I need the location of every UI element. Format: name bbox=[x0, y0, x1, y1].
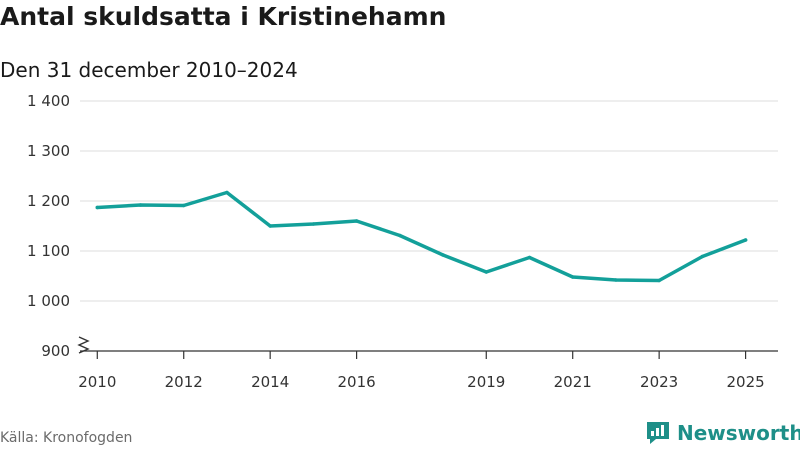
chart-subtitle: Den 31 december 2010–2024 bbox=[0, 58, 298, 82]
x-tick-label: 2019 bbox=[467, 373, 505, 391]
data-point bbox=[354, 219, 359, 223]
x-tick-label: 2021 bbox=[554, 373, 592, 391]
y-tick-label: 1 300 bbox=[27, 142, 70, 160]
source-note: Källa: Kronofogden bbox=[0, 430, 133, 446]
data-point bbox=[571, 275, 575, 279]
data-point bbox=[441, 253, 445, 257]
x-tick-label: 2014 bbox=[251, 373, 289, 391]
data-point bbox=[614, 278, 618, 282]
brand-name: Newsworthy bbox=[677, 421, 800, 445]
data-point bbox=[527, 255, 532, 260]
data-point bbox=[700, 254, 705, 259]
data-point bbox=[182, 203, 186, 208]
series-line bbox=[95, 190, 748, 283]
y-tick-label: 1 400 bbox=[27, 92, 70, 110]
x-tick-label: 2023 bbox=[640, 373, 678, 391]
x-tick-label: 2010 bbox=[78, 373, 116, 391]
x-tick-label: 2012 bbox=[165, 373, 203, 391]
data-point bbox=[138, 203, 143, 207]
data-point bbox=[95, 205, 99, 210]
x-tick-label: 2016 bbox=[338, 373, 376, 391]
data-point bbox=[743, 238, 748, 242]
brand-logo: Newsworthy bbox=[645, 420, 800, 446]
axis-break-icon bbox=[77, 336, 90, 354]
y-tick-label: 900 bbox=[41, 342, 70, 360]
data-point bbox=[268, 224, 272, 228]
chart-title: Antal skuldsatta i Kristinehamn bbox=[0, 2, 447, 31]
data-point bbox=[311, 222, 316, 226]
x-tick-label: 2025 bbox=[726, 373, 764, 391]
data-point bbox=[657, 278, 661, 283]
y-tick-label: 1 200 bbox=[27, 192, 70, 210]
data-point bbox=[484, 270, 488, 274]
newsworthy-logo-icon bbox=[647, 422, 669, 444]
y-tick-label: 1 100 bbox=[27, 242, 70, 260]
y-tick-label: 1 000 bbox=[27, 292, 70, 310]
data-point bbox=[225, 190, 229, 195]
data-point bbox=[398, 233, 402, 238]
